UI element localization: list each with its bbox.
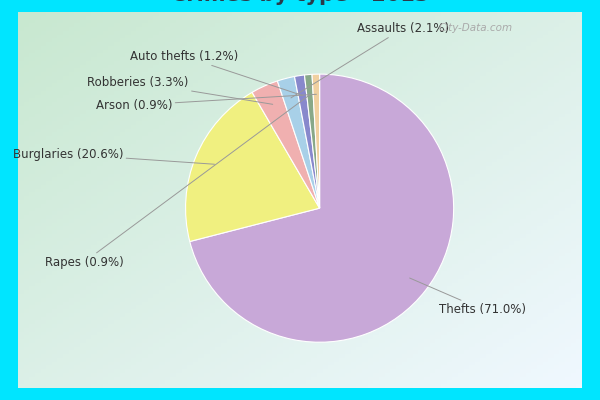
Text: City-Data.com: City-Data.com: [439, 24, 512, 34]
Title: Crimes by type - 2013: Crimes by type - 2013: [171, 0, 429, 5]
Text: Arson (0.9%): Arson (0.9%): [96, 94, 316, 112]
Wedge shape: [252, 81, 320, 208]
Wedge shape: [304, 74, 320, 208]
Text: Burglaries (20.6%): Burglaries (20.6%): [13, 148, 214, 164]
Wedge shape: [190, 74, 454, 342]
Text: Auto thefts (1.2%): Auto thefts (1.2%): [130, 50, 302, 96]
Wedge shape: [295, 75, 320, 208]
Text: Robberies (3.3%): Robberies (3.3%): [88, 76, 273, 104]
Text: Thefts (71.0%): Thefts (71.0%): [410, 278, 526, 316]
Text: Assaults (2.1%): Assaults (2.1%): [291, 22, 449, 98]
Text: Rapes (0.9%): Rapes (0.9%): [44, 95, 310, 269]
Wedge shape: [312, 74, 320, 208]
Wedge shape: [185, 92, 320, 242]
Wedge shape: [277, 76, 320, 208]
